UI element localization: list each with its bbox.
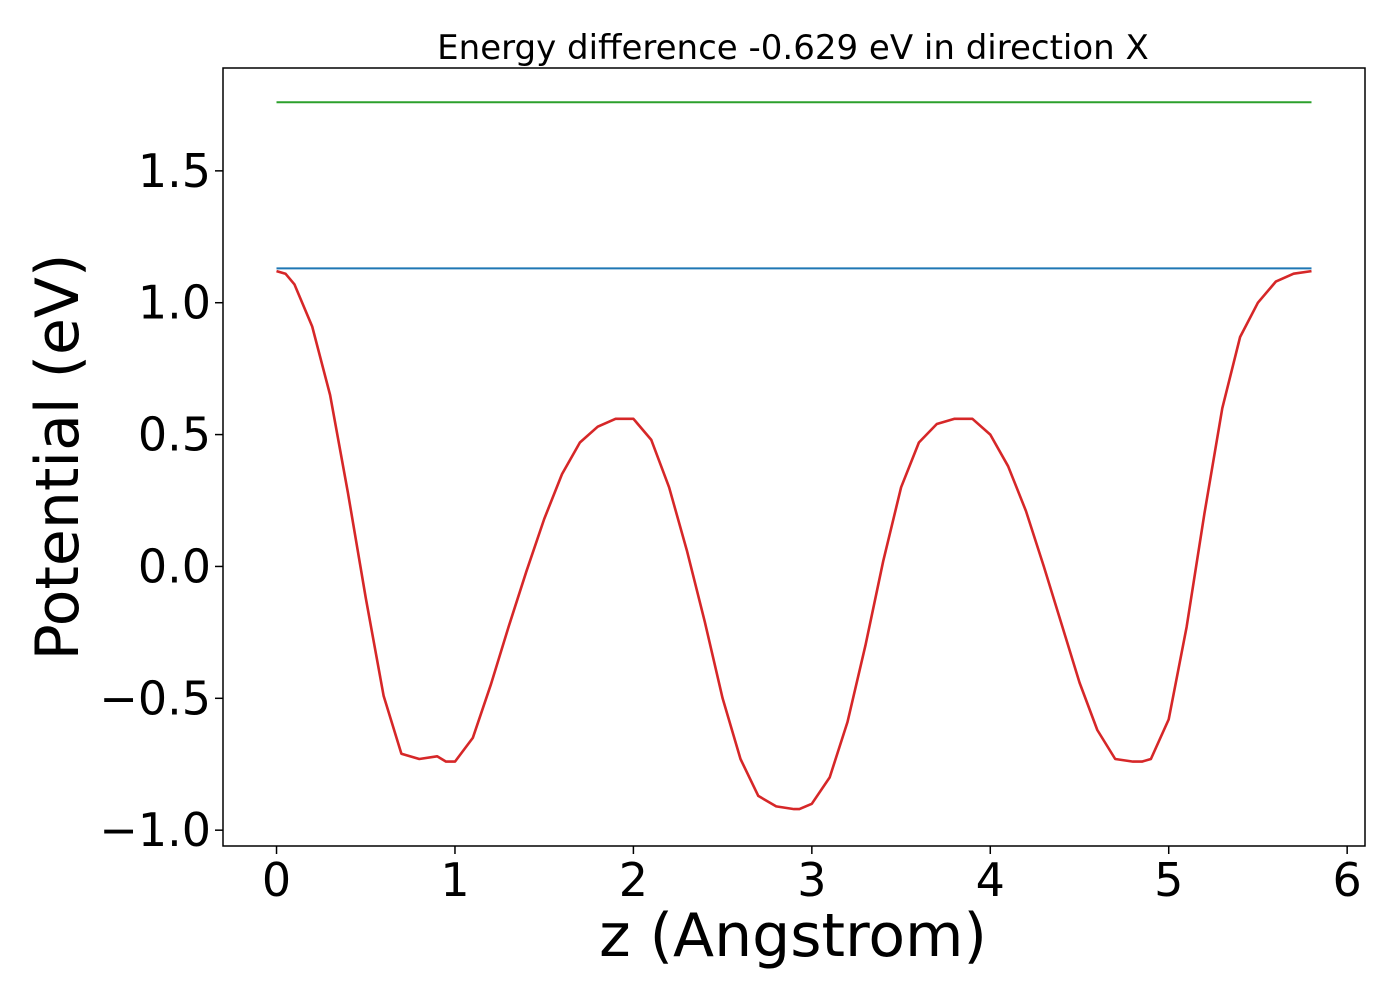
- y-axis-label: Potential (eV): [23, 254, 93, 661]
- x-tick-label: 5: [1154, 853, 1183, 907]
- x-tick-label: 6: [1333, 853, 1362, 907]
- x-tick-label: 3: [797, 853, 826, 907]
- y-axis: −1.0 −0.5 0.0 0.5 1.0 1.5: [99, 144, 223, 857]
- series-layer: [276, 101, 1312, 811]
- x-axis: 0 1 2 3 4 5 6: [262, 846, 1362, 907]
- x-tick-label: 0: [262, 853, 291, 907]
- y-tick-label: 1.0: [138, 276, 211, 330]
- y-tick-label: −1.0: [99, 803, 211, 857]
- x-axis-label: z (Angstrom): [599, 901, 987, 971]
- y-tick-label: 0.5: [138, 408, 211, 462]
- y-tick-label: 1.5: [138, 144, 211, 198]
- x-tick-label: 1: [440, 853, 469, 907]
- y-tick-label: −0.5: [99, 671, 211, 725]
- series-line-3: [276, 269, 1312, 811]
- plot-frame: [222, 67, 1366, 847]
- x-tick-label: 2: [619, 853, 648, 907]
- chart-title: Energy difference -0.629 eV in direction…: [437, 28, 1149, 68]
- x-tick-label: 4: [976, 853, 1005, 907]
- y-tick-label: 0.0: [138, 539, 211, 593]
